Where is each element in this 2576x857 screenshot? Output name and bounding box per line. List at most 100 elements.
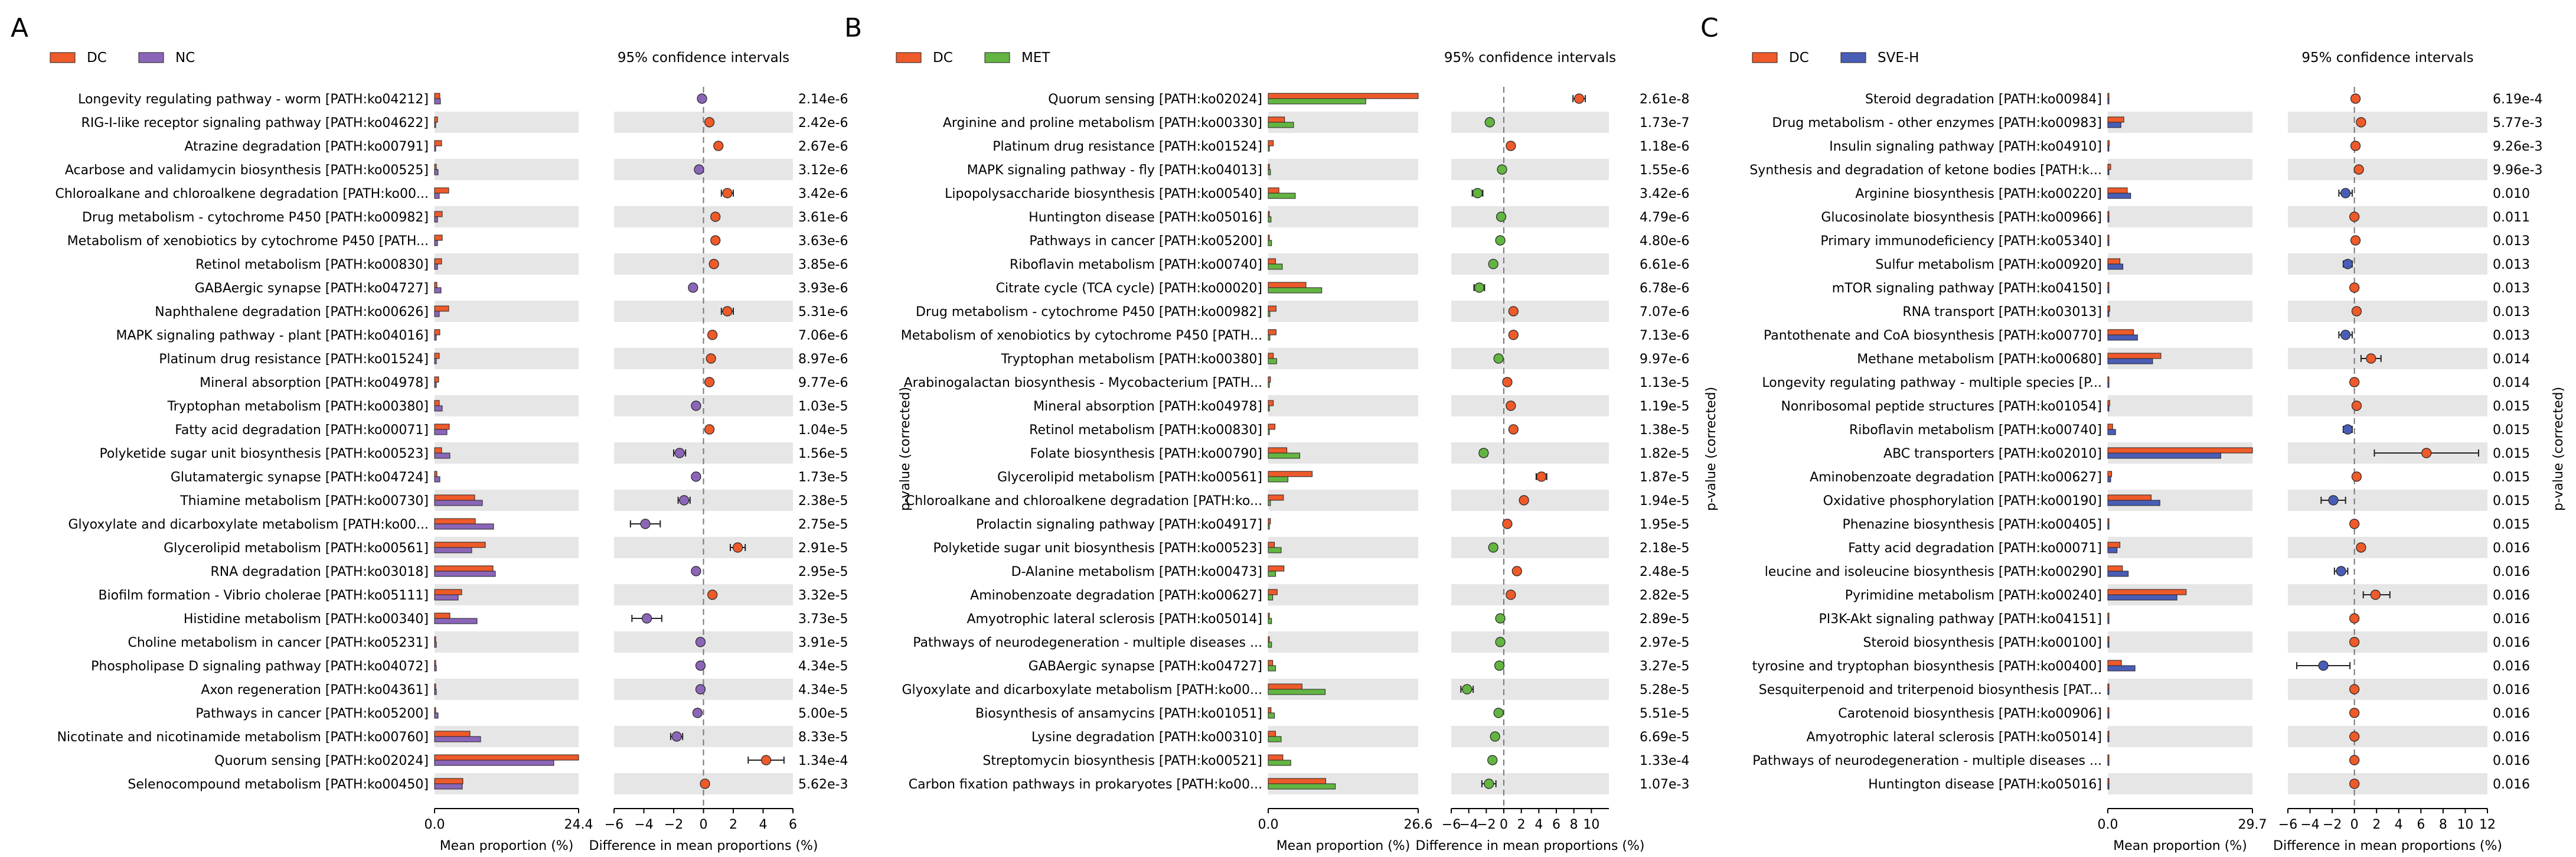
feature-row: Glucosinolate biosynthesis [PATH:ko00966…: [1821, 210, 2530, 225]
diff-point: [1487, 755, 1498, 765]
bar-nc: [434, 216, 438, 223]
row-band: [1268, 584, 1418, 605]
p-value: 7.06e-6: [798, 328, 848, 343]
prop-axis-label: Mean proportion (%): [440, 839, 574, 853]
feature-label: Streptomycin biosynthesis [PATH:ko00521]: [982, 754, 1262, 768]
feature-label: Polyketide sugar unit biosynthesis [PATH…: [933, 541, 1262, 556]
feature-label: Amyotrophic lateral sclerosis [PATH:ko05…: [1806, 730, 2102, 745]
bar-sve-h: [2107, 263, 2124, 270]
p-value: 3.32e-5: [798, 588, 848, 603]
bar-dc: [1268, 353, 1274, 359]
p-value: 5.28e-5: [1640, 683, 1689, 698]
p-value: 0.016: [2493, 706, 2530, 721]
diff-point: [2340, 188, 2351, 198]
feature-row: Carbon fixation pathways in prokaryotes …: [909, 777, 1690, 792]
p-value: 3.85e-6: [798, 258, 848, 272]
bar-met: [1268, 665, 1276, 672]
feature-label: MAPK signaling pathway - plant [PATH:ko0…: [116, 328, 429, 343]
row-band: [2108, 537, 2252, 558]
diff-tick-label: 8: [2439, 817, 2447, 832]
feature-row: Oxidative phosphorylation [PATH:ko00190]…: [1823, 494, 2530, 509]
bar-met: [1268, 311, 1271, 317]
bar-dc: [2107, 494, 2151, 501]
row-band: [435, 679, 579, 700]
ci-title: 95% confidence intervals: [2301, 50, 2473, 66]
p-value: 1.33e-4: [1640, 754, 1689, 768]
p-value: 1.19e-5: [1640, 399, 1689, 414]
bar-dc: [2107, 211, 2110, 217]
p-value: 2.61e-8: [1640, 92, 1689, 107]
feature-label: Naphthalene degradation [PATH:ko00626]: [155, 305, 429, 320]
bar-met: [1268, 594, 1274, 601]
diff-point: [1519, 495, 1529, 506]
bar-sve-h: [2107, 665, 2136, 672]
feature-label: Metabolism of xenobiotics by cytochrome …: [901, 328, 1262, 343]
bar-met: [1268, 263, 1283, 270]
feature-row: Huntington disease [PATH:ko05016] 4.79e-6: [1029, 210, 1689, 225]
bar-dc: [1268, 140, 1274, 146]
feature-label: Retinol metabolism [PATH:ko00830]: [195, 258, 429, 272]
p-value: 1.03e-5: [798, 399, 848, 414]
bar-dc: [2107, 423, 2113, 430]
feature-label: Pathways in cancer [PATH:ko05200]: [1029, 234, 1262, 249]
bar-nc: [434, 382, 437, 388]
bar-nc: [434, 760, 554, 766]
p-value: 5.00e-5: [798, 706, 848, 721]
diff-point: [1573, 93, 1585, 104]
p-value: 1.73e-5: [798, 470, 848, 485]
feature-row: tyrosine and tryptophan biosynthesis [PA…: [1752, 659, 2530, 674]
diff-point: [1488, 542, 1498, 553]
p-value: 1.38e-5: [1640, 423, 1689, 438]
feature-label: Drug metabolism - other enzymes [PATH:ko…: [1772, 116, 2102, 131]
bar-dc: [1268, 329, 1276, 335]
bar-dc: [434, 234, 443, 241]
row-band: [1451, 395, 1609, 416]
bar-dc: [434, 754, 579, 761]
feature-row: Drug metabolism - cytochrome P450 [PATH:…: [82, 210, 848, 225]
feature-label: Chloroalkane and chloroalkene degradatio…: [55, 187, 429, 201]
bar-dc: [434, 731, 471, 737]
p-value: 1.82e-5: [1640, 447, 1689, 461]
feature-label: Platinum drug resistance [PATH:ko01524]: [159, 352, 429, 367]
p-value: 0.016: [2493, 730, 2530, 745]
diff-axis-label: Difference in mean proportions (%): [2273, 839, 2502, 853]
bar-nc: [434, 689, 437, 695]
feature-row: Fatty acid degradation [PATH:ko00071] 1.0…: [175, 423, 848, 438]
bar-dc: [434, 140, 442, 146]
feature-label: Longevity regulating pathway - multiple …: [1762, 376, 2102, 390]
diff-point: [2356, 542, 2366, 553]
bar-dc: [2107, 187, 2128, 194]
feature-row: Glyoxylate and dicarboxylate metabolism …: [902, 683, 1689, 698]
row-band: [1268, 206, 1418, 227]
diff-point: [688, 282, 698, 293]
diff-point: [732, 542, 743, 553]
p-value: 0.015: [2493, 470, 2530, 485]
bar-dc: [434, 164, 437, 170]
feature-row: Pantothenate and CoA biosynthesis [PATH:…: [1764, 328, 2530, 343]
bar-nc: [434, 476, 440, 483]
feature-row: Folate biosynthesis [PATH:ko00790] 1.82e-…: [1030, 447, 1690, 461]
diff-tick-label: 6: [2417, 817, 2425, 832]
feature-row: Arginine biosynthesis [PATH:ko00220] 0.01…: [1855, 187, 2530, 201]
bar-dc: [1268, 164, 1270, 170]
diff-point: [694, 164, 704, 175]
bar-dc: [2107, 778, 2110, 784]
feature-label: leucine and isoleucine biosynthesis [PAT…: [1765, 565, 2102, 579]
feature-label: Histidine metabolism [PATH:ko00340]: [184, 612, 429, 627]
diff-point: [1506, 400, 1516, 411]
row-band: [2288, 348, 2487, 369]
p-value: 0.016: [2493, 754, 2530, 768]
bar-met: [1268, 382, 1270, 388]
p-value: 1.87e-5: [1640, 470, 1689, 485]
feature-row: Quorum sensing [PATH:ko02024] 2.61e-8: [1048, 92, 1689, 107]
p-value: 0.014: [2493, 376, 2530, 390]
row-band: [2288, 395, 2487, 416]
prop-axis-label: Mean proportion (%): [1276, 839, 1411, 853]
feature-label: Thiamine metabolism [PATH:ko00730]: [179, 494, 429, 509]
p-value: 8.33e-5: [798, 730, 848, 745]
row-band: [1451, 442, 1609, 464]
row-band: [2108, 773, 2252, 794]
legend-label-met: MET: [1021, 50, 1050, 66]
bar-dc: [1268, 518, 1271, 524]
diff-tick-label: 4: [1535, 817, 1543, 832]
